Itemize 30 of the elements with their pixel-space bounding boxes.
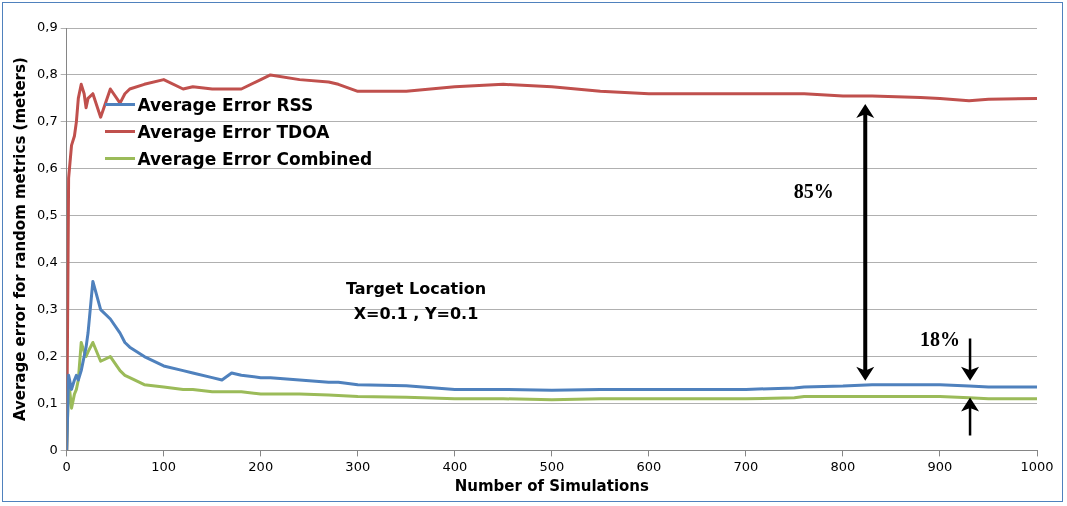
y-tick-label: 0,7 bbox=[36, 113, 58, 129]
y-tick-label: 0,2 bbox=[36, 347, 58, 363]
x-tick-label: 700 bbox=[733, 458, 759, 474]
x-tick-label: 400 bbox=[442, 458, 468, 474]
y-tick-label: 0,6 bbox=[36, 160, 58, 176]
legend-label: Average Error Combined bbox=[137, 148, 373, 169]
x-tick-label: 1000 bbox=[1020, 458, 1054, 474]
y-axis-title: Average error for random metrics (meters) bbox=[10, 57, 29, 422]
annotation: 85% bbox=[793, 179, 834, 202]
x-tick-label: 800 bbox=[830, 458, 856, 474]
x-tick-label: 100 bbox=[151, 458, 177, 474]
y-tick-label: 0,8 bbox=[36, 66, 58, 82]
y-tick-label: 0 bbox=[49, 441, 58, 457]
legend-label: Average Error RSS bbox=[137, 94, 314, 115]
x-tick-label: 900 bbox=[927, 458, 953, 474]
x-tick-label: 600 bbox=[636, 458, 662, 474]
x-tick-label: 0 bbox=[62, 458, 71, 474]
x-axis-title: Number of Simulations bbox=[454, 476, 649, 495]
x-tick-label: 200 bbox=[248, 458, 274, 474]
annotation: Target Location bbox=[345, 279, 487, 299]
y-tick-label: 0,9 bbox=[36, 19, 58, 35]
x-tick-label: 300 bbox=[345, 458, 371, 474]
annotation: 18% bbox=[919, 327, 960, 350]
legend-label: Average Error TDOA bbox=[137, 121, 330, 142]
y-tick-label: 0,4 bbox=[36, 254, 58, 270]
y-tick-label: 0,3 bbox=[36, 300, 58, 316]
annotation: X=0.1 , Y=0.1 bbox=[353, 304, 479, 324]
y-tick-label: 0,1 bbox=[36, 394, 58, 410]
y-tick-label: 0,5 bbox=[36, 207, 58, 223]
x-tick-label: 500 bbox=[539, 458, 565, 474]
